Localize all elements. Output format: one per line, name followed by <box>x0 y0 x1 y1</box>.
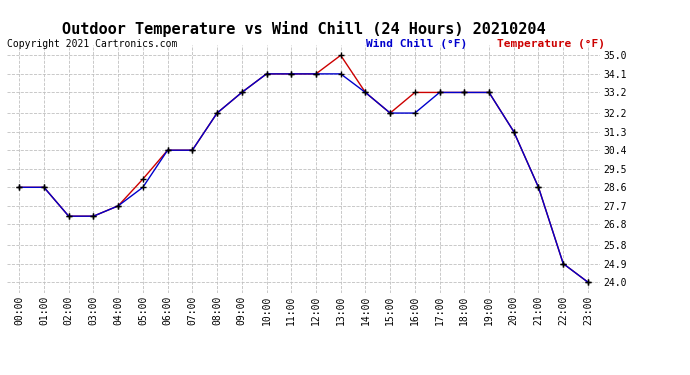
Text: Copyright 2021 Cartronics.com: Copyright 2021 Cartronics.com <box>7 39 177 50</box>
Text: Outdoor Temperature vs Wind Chill (24 Hours) 20210204: Outdoor Temperature vs Wind Chill (24 Ho… <box>62 21 545 37</box>
Text: Temperature (°F): Temperature (°F) <box>497 39 605 50</box>
Text: Wind Chill (°F): Wind Chill (°F) <box>366 39 467 50</box>
